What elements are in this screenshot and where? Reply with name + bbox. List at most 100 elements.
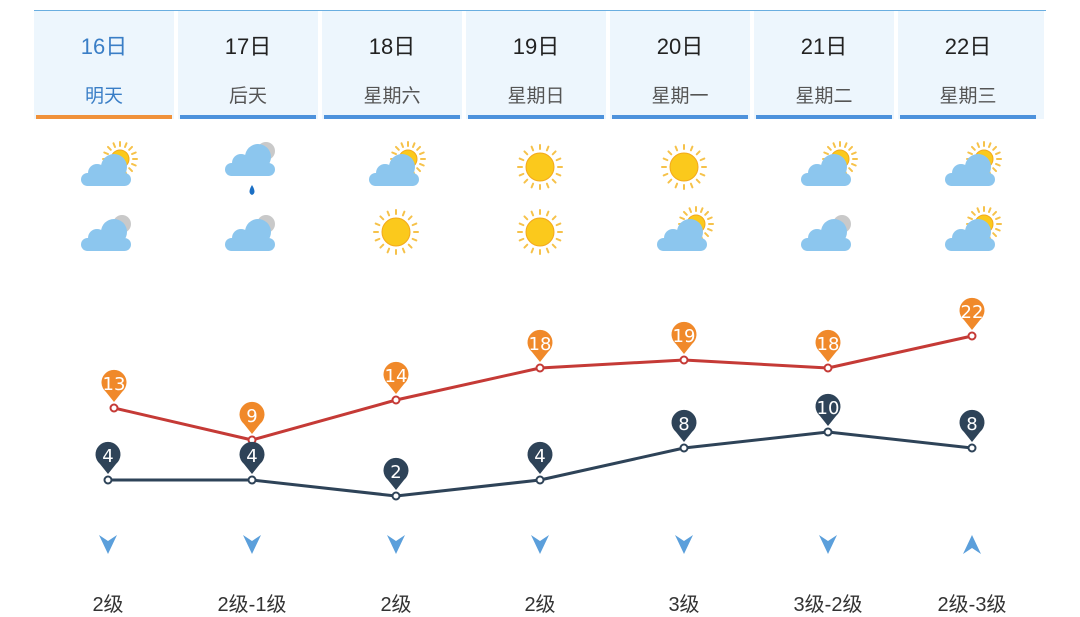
wind-arrow-up-icon (963, 535, 981, 554)
value-marker (383, 361, 409, 394)
day-name: 后天 (228, 86, 267, 107)
cloudy-icon (81, 215, 131, 251)
data-label: 18 (817, 334, 840, 355)
partly-cloudy-icon (945, 206, 1002, 251)
day-name: 明天 (84, 86, 123, 107)
wind-level: 2级 (92, 594, 124, 616)
day-tabs: 16日 明天 17日 后天 18日 星期六 19日 星期日 20日 星期一 21… (34, 11, 1044, 119)
day-underline (36, 115, 172, 119)
partly-cloudy-icon (81, 141, 138, 186)
value-marker (383, 457, 409, 490)
day-underline (612, 115, 748, 119)
day-date: 22日 (944, 34, 992, 59)
data-label: 4 (246, 446, 257, 467)
partly-cloudy-icon (945, 141, 1002, 186)
data-point (967, 443, 977, 453)
day-underline (180, 115, 316, 119)
wind-level: 3级-2级 (793, 594, 863, 616)
data-label: 10 (817, 398, 840, 419)
data-point (109, 403, 119, 413)
day-name: 星期日 (507, 86, 565, 107)
data-label: 18 (529, 334, 552, 355)
wind-arrow-down-icon (99, 535, 117, 554)
sun-icon (661, 144, 707, 190)
data-point (391, 491, 401, 501)
data-label: 8 (678, 414, 689, 435)
day-underline (324, 115, 460, 119)
sun-icon (517, 209, 563, 255)
wind-level: 3级 (668, 594, 700, 616)
data-label: 9 (246, 406, 257, 427)
partly-cloudy-icon (801, 141, 858, 186)
day-tab-22[interactable]: 22日 星期三 (898, 11, 1038, 119)
sun-icon (373, 209, 419, 255)
day-underline (468, 115, 604, 119)
day-date: 18日 (368, 34, 416, 59)
day-name: 星期三 (939, 86, 997, 107)
data-point (247, 475, 257, 485)
day-date: 19日 (512, 34, 560, 59)
value-marker (101, 369, 127, 402)
wind-arrow-down-icon (387, 535, 405, 554)
cloudy-icon (801, 215, 851, 251)
wind-level: 2级-3级 (937, 594, 1007, 616)
value-marker (815, 393, 841, 426)
wind-level: 2级-1级 (217, 594, 287, 616)
day-underline (900, 115, 1036, 119)
data-point (535, 475, 545, 485)
data-label: 4 (102, 446, 113, 467)
data-point (823, 363, 833, 373)
value-marker (527, 329, 553, 362)
sun-icon (517, 144, 563, 190)
partly-cloudy-icon (369, 141, 426, 186)
day-tab-18[interactable]: 18日 星期六 (322, 11, 466, 119)
data-point (967, 331, 977, 341)
day-tab-21[interactable]: 21日 星期二 (754, 11, 898, 119)
data-point (391, 395, 401, 405)
value-marker (959, 297, 985, 330)
data-point (823, 427, 833, 437)
top-border (34, 10, 1046, 11)
cloudy-icon (225, 215, 275, 251)
day-date: 17日 (224, 34, 272, 59)
wind-arrow-down-icon (243, 535, 261, 554)
day-underline (756, 115, 892, 119)
cloud-rain-icon (225, 142, 275, 195)
day-name: 星期二 (795, 86, 853, 107)
data-point (103, 475, 113, 485)
day-tab-17[interactable]: 17日 后天 (178, 11, 322, 119)
data-label: 22 (961, 302, 984, 323)
data-point (679, 443, 689, 453)
value-marker (671, 321, 697, 354)
day-date: 21日 (800, 34, 848, 59)
day-tab-19[interactable]: 19日 星期日 (466, 11, 610, 119)
data-label: 14 (385, 366, 408, 387)
data-label: 2 (390, 462, 401, 483)
value-marker (239, 401, 265, 434)
wind-level: 2级 (524, 594, 556, 616)
value-marker (671, 409, 697, 442)
day-name: 星期六 (363, 86, 421, 107)
day-tab-16[interactable]: 16日 明天 (34, 11, 178, 119)
day-tab-20[interactable]: 20日 星期一 (610, 11, 754, 119)
day-date: 20日 (656, 34, 704, 59)
value-marker (239, 441, 265, 474)
data-point (535, 363, 545, 373)
day-date: 16日 (80, 34, 128, 59)
wind-arrow-down-icon (675, 535, 693, 554)
value-marker (815, 329, 841, 362)
data-label: 8 (966, 414, 977, 435)
wind-arrow-down-icon (531, 535, 549, 554)
wind-arrow-down-icon (819, 535, 837, 554)
data-label: 13 (103, 374, 126, 395)
wind-level: 2级 (380, 594, 412, 616)
value-marker (95, 441, 121, 474)
value-marker (527, 441, 553, 474)
data-label: 19 (673, 326, 696, 347)
day-name: 星期一 (651, 86, 709, 107)
data-point (679, 355, 689, 365)
partly-cloudy-icon (657, 206, 714, 251)
value-marker (959, 409, 985, 442)
data-label: 4 (534, 446, 545, 467)
